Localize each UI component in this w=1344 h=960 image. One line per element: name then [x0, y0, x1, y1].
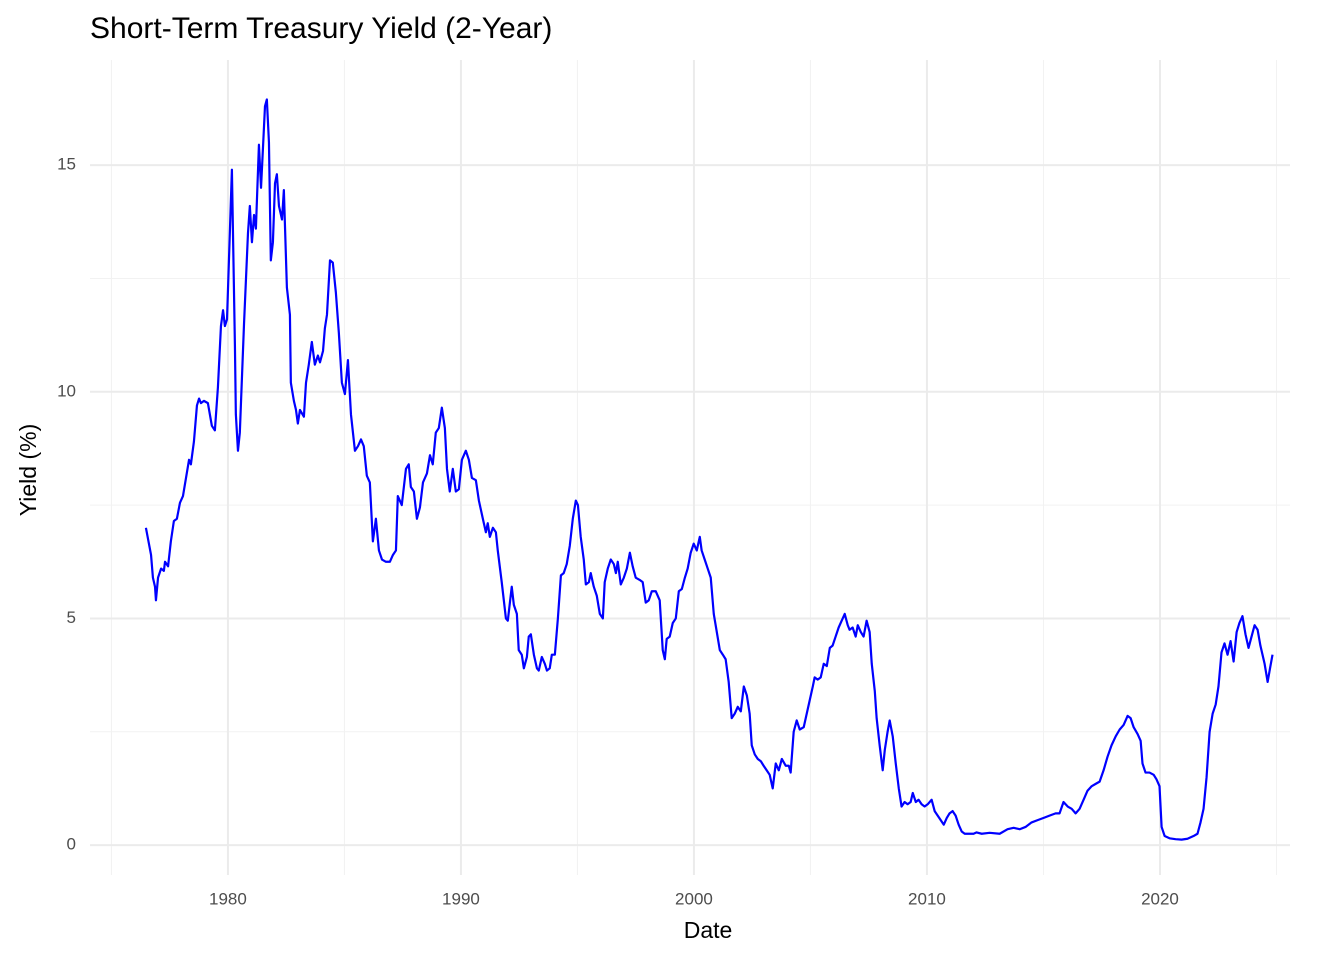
- y-tick-label: 5: [67, 608, 76, 627]
- grid: [90, 60, 1290, 875]
- x-tick-label: 2010: [908, 889, 946, 908]
- plot-area: [144, 98, 1274, 841]
- x-tick-label: 1980: [209, 889, 247, 908]
- y-tick-label: 15: [57, 155, 76, 174]
- y-tick-label: 10: [57, 381, 76, 400]
- x-tick-label: 2020: [1141, 889, 1179, 908]
- yield-line: [144, 98, 1274, 841]
- chart-title: Short-Term Treasury Yield (2-Year): [90, 12, 552, 45]
- y-axis-title: Yield (%): [15, 424, 41, 516]
- x-tick-label: 2000: [675, 889, 713, 908]
- x-tick-label: 1990: [442, 889, 480, 908]
- y-tick-label: 0: [67, 835, 76, 854]
- x-axis-title: Date: [684, 917, 733, 943]
